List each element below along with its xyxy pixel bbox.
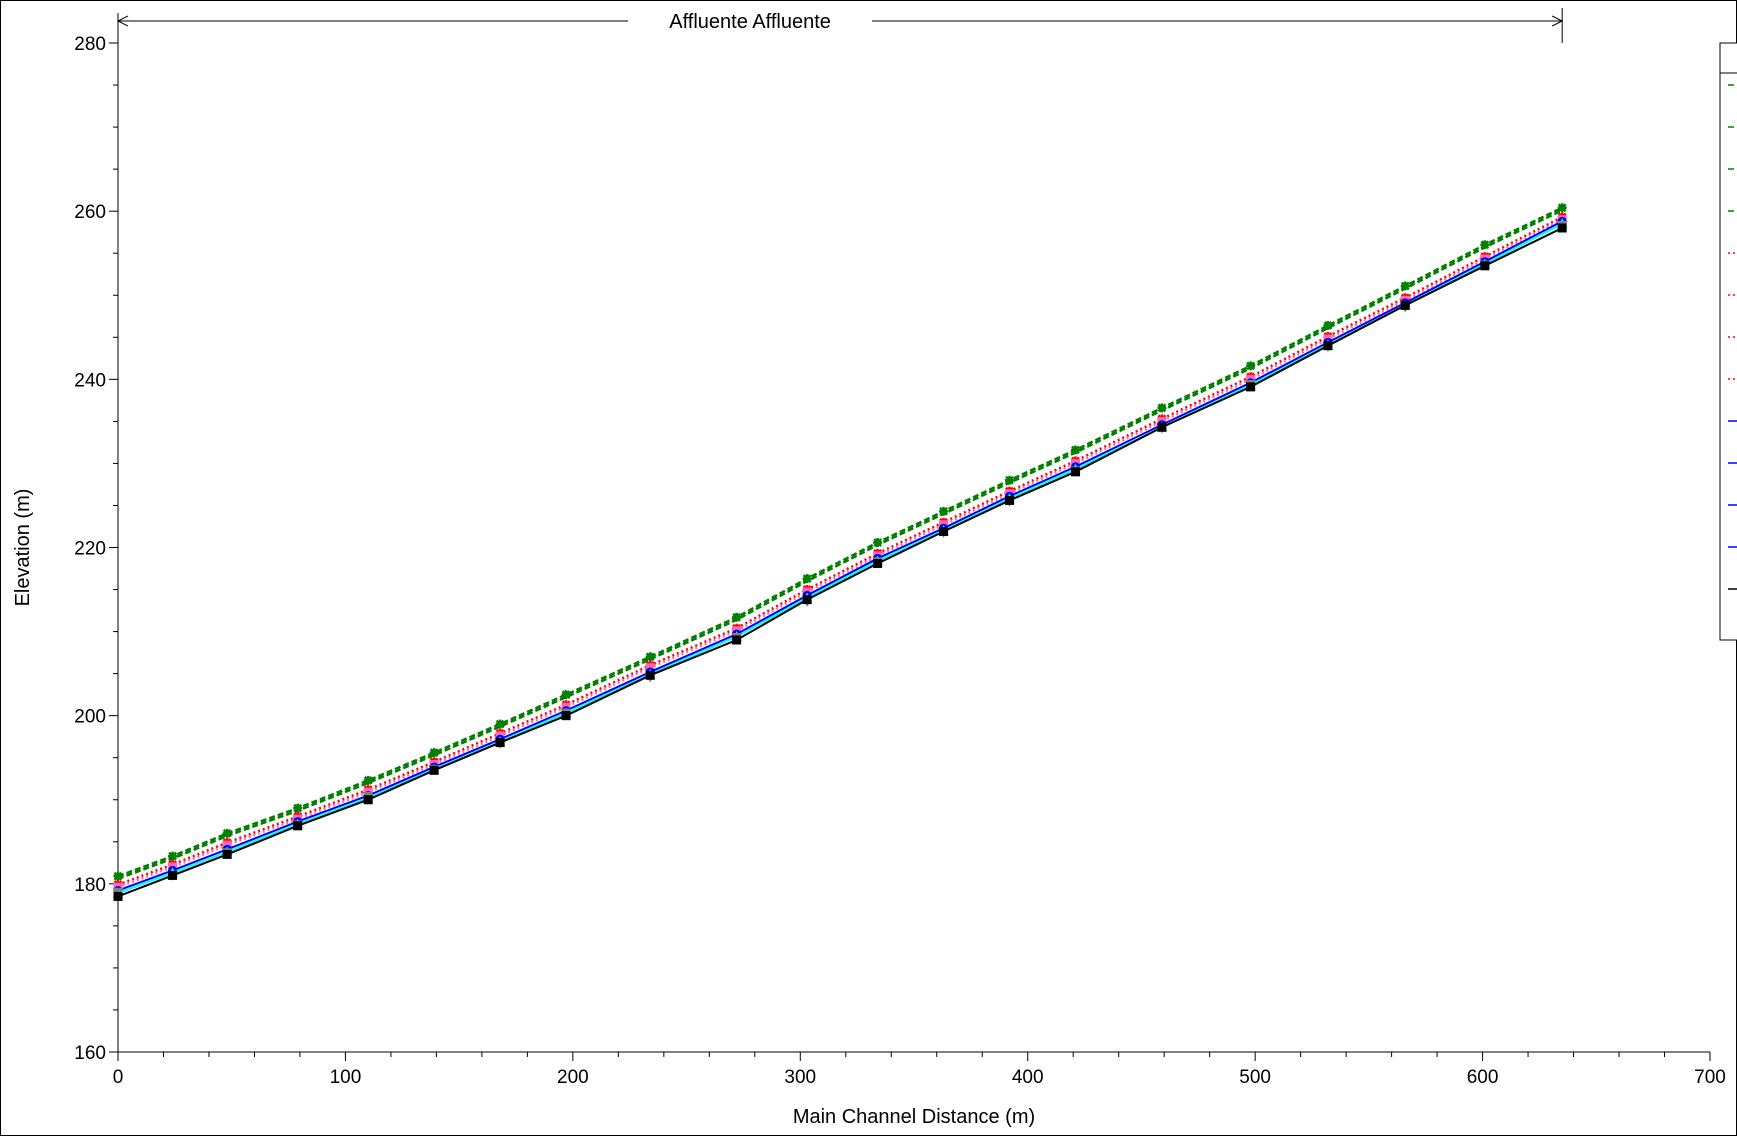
x-tick-label: 100 [330,1067,362,1088]
y-tick-label: 200 [74,707,106,728]
series-line [117,206,1563,878]
marker-star [495,719,505,729]
marker-square [1005,495,1015,505]
marker-star [1557,203,1567,213]
x-tick-label: 700 [1694,1067,1726,1088]
marker-star [939,506,949,516]
marker-star [561,690,571,700]
marker-star [1157,403,1167,413]
y-tick-label: 180 [74,875,106,896]
legend-box [1719,42,1737,641]
x-tick-label: 500 [1239,1067,1271,1088]
marker-star [113,871,123,881]
series-line [117,209,1563,880]
marker-star [168,851,178,861]
series-0 [113,203,1567,881]
y-tick-label: 260 [74,202,106,223]
series-layer [112,203,1568,901]
reach-annotation: Affluente Affluente [116,8,1564,43]
marker-square [429,765,439,775]
x-axis-title: Main Channel Distance (m) [793,1106,1035,1128]
reach-label: Affluente Affluente [669,11,831,33]
series-line [117,215,1563,886]
marker-square [1323,341,1333,351]
x-tick-label: 600 [1467,1067,1499,1088]
series-line [117,222,1563,895]
marker-square [168,870,178,880]
marker-square [561,711,571,721]
marker-star [1005,475,1015,485]
marker-square [1246,382,1256,392]
marker-star [1323,321,1333,331]
marker-square [1480,261,1490,271]
marker-star [293,803,303,813]
marker-star [645,652,655,662]
marker-star [732,612,742,622]
x-tick-label: 200 [557,1067,589,1088]
series-7 [113,223,1567,901]
y-tick-label: 280 [74,34,106,55]
marker-square [939,527,949,537]
marker-square [293,821,303,831]
series-line [117,218,1563,889]
y-tick-label: 240 [74,370,106,391]
marker-square [113,891,123,901]
series-line [117,220,1563,892]
marker-square [363,795,373,805]
marker-star [1070,445,1080,455]
x-tick-label: 0 [113,1067,124,1088]
legend [1719,42,1737,641]
marker-square [802,595,812,605]
marker-star [1400,281,1410,291]
marker-star [802,574,812,584]
marker-square [495,738,505,748]
reach-arrow-left [116,15,129,27]
marker-square [1070,467,1080,477]
marker-square [222,849,232,859]
x-tick-label: 400 [1012,1067,1044,1088]
marker-star [1480,240,1490,250]
marker-star [363,775,373,785]
marker-star [429,748,439,758]
y-axis-title: Elevation (m) [12,489,34,607]
marker-star [1246,361,1256,371]
marker-square [1157,422,1167,432]
marker-square [1557,223,1567,233]
marker-square [873,558,883,568]
y-tick-label: 220 [74,539,106,560]
y-tick-label: 160 [74,1043,106,1064]
marker-star [873,537,883,547]
marker-square [1400,300,1410,310]
marker-square [645,670,655,680]
x-tick-label: 300 [784,1067,816,1088]
marker-star [222,828,232,838]
series-1 [117,209,1563,880]
marker-square [732,635,742,645]
